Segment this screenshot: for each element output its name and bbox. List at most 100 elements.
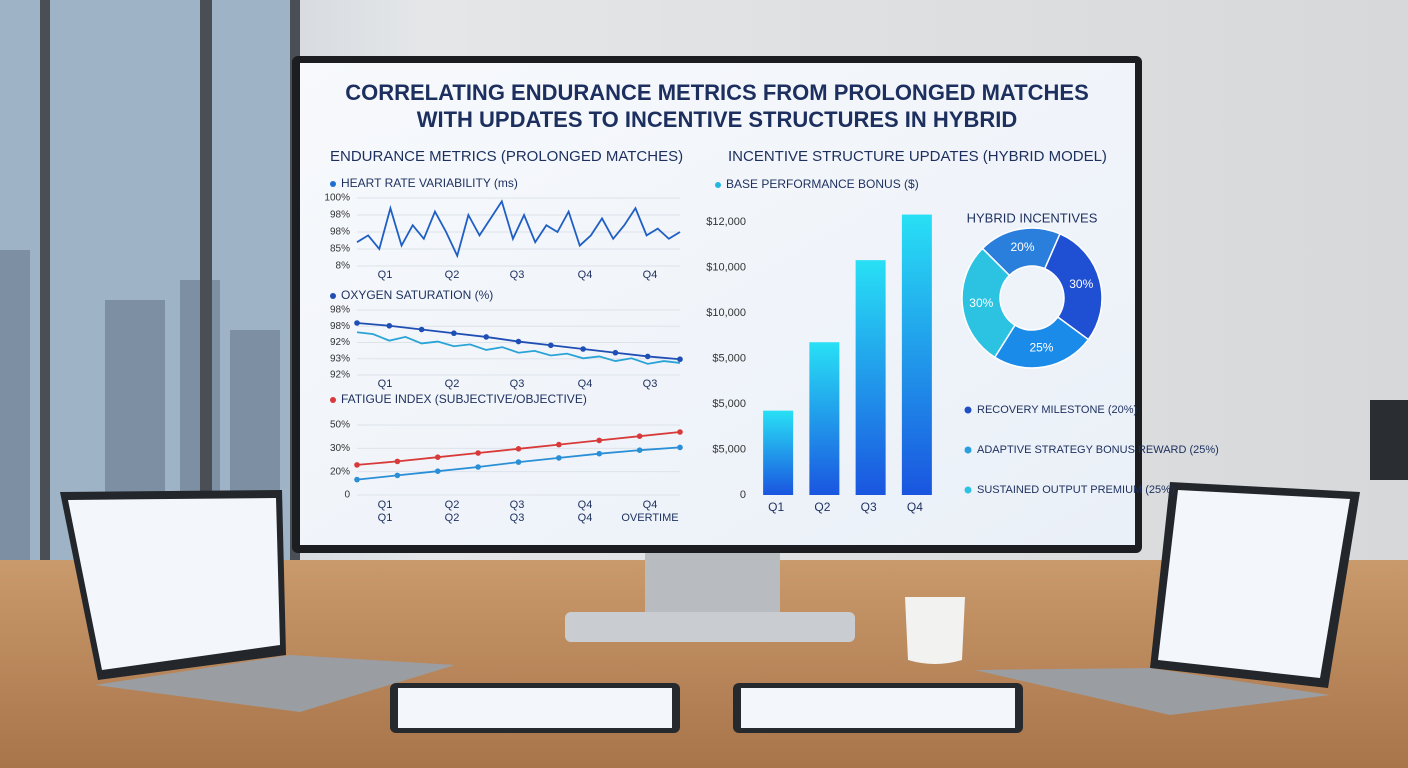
data-point [354, 476, 360, 483]
x-axis-label: Q3 [510, 512, 525, 524]
tablet-right-screen [741, 688, 1015, 728]
background-screen [1370, 400, 1408, 480]
bar [763, 410, 794, 495]
data-point [556, 441, 562, 448]
data-point [451, 330, 457, 337]
data-point [580, 346, 586, 352]
x-axis-label: Q3 [510, 269, 525, 281]
y-axis-label: $5,000 [712, 398, 746, 410]
legend-item: ADAPTIVE STRATEGY BONUS REWARD (25%) [977, 444, 1219, 456]
y-axis-label: 0 [740, 489, 746, 501]
data-point [677, 356, 683, 363]
data-point [386, 322, 393, 329]
x-axis-label: Q4 [578, 269, 593, 281]
laptop-right-screen [1158, 490, 1350, 678]
slice-label: 30% [969, 296, 993, 310]
y-axis-label: 92% [330, 370, 350, 381]
y-axis-label: 30% [330, 443, 350, 454]
y-axis-label: $12,000 [706, 216, 746, 228]
data-point [556, 455, 562, 461]
legend-dot [964, 486, 972, 494]
legend-dot [330, 293, 336, 299]
data-point [354, 462, 360, 468]
legend-dot [964, 446, 972, 454]
data-point [596, 450, 603, 457]
y-axis-label: 98% [330, 210, 350, 221]
y-axis-label: 20% [330, 466, 350, 477]
y-axis-label: $10,000 [706, 307, 746, 319]
donut-slice [1043, 232, 1103, 341]
laptop-left-base [95, 655, 455, 712]
y-axis-label: 98% [330, 227, 350, 238]
x-axis-label: Q1 [768, 500, 784, 514]
chart-legend: BASE PERFORMANCE BONUS ($) [726, 177, 919, 191]
x-axis-label: Q2 [814, 500, 830, 514]
slice-label: 30% [1069, 277, 1093, 291]
section-heading: ENDURANCE METRICS (PROLONGED MATCHES) [330, 148, 683, 165]
legend-item: SUSTAINED OUTPUT PREMIUM (25%) [977, 484, 1175, 496]
data-point [434, 468, 441, 475]
legend-item: RECOVERY MILESTONE (20%) [977, 404, 1137, 416]
data-point [394, 472, 401, 479]
slice-label: 25% [1029, 340, 1053, 354]
data-point [475, 464, 481, 470]
data-point [677, 444, 683, 451]
data-point [483, 334, 490, 340]
x-axis-label: Q4 [907, 500, 923, 514]
section-heading: INCENTIVE STRUCTURE UPDATES (HYBRID MODE… [728, 148, 1107, 165]
monitor-base [565, 612, 855, 642]
legend-dot [964, 406, 972, 414]
data-point [418, 326, 425, 333]
screen-title: WITH UPDATES TO INCENTIVE STRUCTURES IN … [417, 107, 1018, 132]
chart-legend: HEART RATE VARIABILITY (ms) [341, 176, 518, 190]
data-point [434, 454, 441, 461]
x-axis-label: Q2 [445, 512, 460, 524]
x-axis-label: Q1 [378, 378, 393, 390]
y-axis-label: $10,000 [706, 261, 746, 273]
data-point [515, 446, 522, 452]
y-axis-label: 93% [330, 353, 350, 364]
data-point [636, 433, 643, 440]
laptop-left-screen [68, 498, 280, 670]
screen-title: CORRELATING ENDURANCE METRICS FROM PROLO… [345, 80, 1089, 105]
legend-dot [330, 397, 336, 403]
data-point [677, 429, 683, 435]
x-axis-label: Q3 [510, 499, 525, 511]
data-point [515, 459, 522, 465]
x-axis-label: Q2 [445, 378, 460, 390]
legend-dot [715, 182, 721, 188]
x-axis-label: OVERTIME [621, 512, 678, 524]
donut-slice [993, 315, 1090, 369]
y-axis-label: 98% [330, 305, 350, 316]
x-axis-label: Q3 [643, 378, 658, 390]
x-axis-label: Q4 [643, 499, 658, 511]
y-axis-label: 8% [336, 261, 351, 272]
tablet-left-screen [398, 688, 672, 728]
y-axis-label: 92% [330, 337, 350, 348]
donut-slice [961, 247, 1017, 359]
slice-label: 20% [1011, 240, 1035, 254]
chart-title: HYBRID INCENTIVES [967, 210, 1098, 225]
x-axis-label: Q3 [510, 378, 525, 390]
data-point [394, 458, 401, 465]
data-point [515, 338, 522, 345]
x-axis-label: Q4 [643, 269, 658, 281]
bar [855, 260, 886, 495]
chart-legend: FATIGUE INDEX (SUBJECTIVE/OBJECTIVE) [341, 392, 587, 406]
x-axis-label: Q2 [445, 269, 460, 281]
data-line [356, 331, 681, 365]
data-point [636, 447, 643, 454]
x-axis-label: Q2 [445, 499, 460, 511]
data-point [475, 450, 481, 456]
x-axis-label: Q3 [861, 500, 877, 514]
bar [809, 342, 840, 495]
y-axis-label: $5,000 [712, 443, 746, 455]
y-axis-label: 100% [324, 193, 350, 204]
y-axis-label: 85% [330, 244, 350, 255]
y-axis-label: 50% [330, 420, 350, 431]
data-point [644, 353, 651, 360]
data-point [548, 342, 554, 349]
laptop-right-base [975, 668, 1330, 715]
